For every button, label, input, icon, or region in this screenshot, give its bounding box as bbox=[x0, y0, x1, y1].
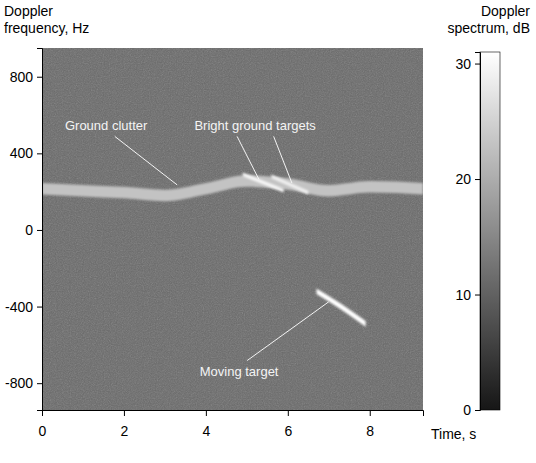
colorbar bbox=[480, 52, 500, 410]
plot-area bbox=[42, 48, 423, 410]
tick-label: 0 bbox=[39, 423, 47, 439]
tick: 4 bbox=[202, 410, 210, 439]
x-axis: 0 2 4 6 8 bbox=[39, 410, 424, 439]
tick: 8 bbox=[366, 410, 374, 439]
tick-mark bbox=[475, 64, 480, 65]
annotation-label: Moving target bbox=[200, 364, 279, 379]
spectral-band bbox=[316, 288, 365, 326]
spectral-band bbox=[42, 175, 423, 201]
tick: 0 bbox=[463, 402, 480, 418]
tick-label: 800 bbox=[10, 69, 34, 85]
tick: 6 bbox=[284, 410, 292, 439]
tick-label: 2 bbox=[121, 423, 129, 439]
tick-mark bbox=[206, 410, 207, 416]
tick: 2 bbox=[121, 410, 129, 439]
background-level bbox=[42, 48, 423, 410]
colorbar-title: Dopplerspectrum, dB bbox=[448, 3, 531, 36]
tick: 30 bbox=[455, 56, 480, 72]
tick: 0 bbox=[25, 222, 42, 238]
tick-mark bbox=[37, 153, 42, 154]
chart-container: 02468-800-4000400800Dopplerfrequency, Hz… bbox=[0, 0, 536, 463]
tick-label: 400 bbox=[10, 145, 34, 161]
y-axis-title-line: frequency, Hz bbox=[4, 20, 89, 36]
tick-mark bbox=[37, 383, 42, 384]
annotation-label: Ground clutter bbox=[65, 118, 148, 133]
tick: 400 bbox=[10, 145, 42, 161]
tick-label: 4 bbox=[202, 423, 210, 439]
tick-label: -800 bbox=[5, 375, 33, 391]
tick-label: 0 bbox=[25, 222, 33, 238]
colorbar-title-line: spectrum, dB bbox=[448, 20, 530, 36]
tick-mark bbox=[475, 410, 480, 411]
colorbar-axis-line bbox=[475, 53, 481, 411]
x-axis-line bbox=[43, 411, 424, 417]
tick-label: 8 bbox=[366, 423, 374, 439]
annotation-leader bbox=[247, 302, 329, 361]
tick: 10 bbox=[455, 286, 480, 302]
y-axis-title-line: Doppler bbox=[4, 3, 53, 19]
tick-mark bbox=[288, 410, 289, 416]
tick-mark bbox=[37, 77, 42, 78]
colorbar-axis: 0 10 20 30 bbox=[455, 53, 480, 418]
tick: -800 bbox=[5, 375, 42, 391]
y-axis-line bbox=[37, 49, 43, 411]
tick: 20 bbox=[455, 171, 480, 187]
x-axis-title: Time, s bbox=[431, 426, 476, 442]
annotation-leader bbox=[237, 136, 259, 179]
tick-mark bbox=[37, 307, 42, 308]
y-axis: -800 -400 0 400 800 bbox=[5, 49, 43, 411]
tick: 800 bbox=[10, 69, 42, 85]
tick-label: 6 bbox=[284, 423, 292, 439]
tick-label: 10 bbox=[455, 286, 471, 302]
annotation-leader bbox=[115, 136, 177, 185]
tick-mark bbox=[370, 410, 371, 416]
y-axis-title: Dopplerfrequency, Hz bbox=[4, 3, 89, 36]
annotations: Ground clutter Bright ground targets Movin… bbox=[65, 118, 329, 378]
tick-mark bbox=[37, 230, 42, 231]
annotation-label: Bright ground targets bbox=[194, 118, 316, 133]
colorbar-title-line: Doppler bbox=[481, 3, 530, 19]
annotation-leader bbox=[274, 136, 292, 183]
chart-svg: 02468-800-4000400800Dopplerfrequency, Hz… bbox=[0, 0, 536, 463]
tick-label: 30 bbox=[455, 56, 471, 72]
spectral-band bbox=[243, 172, 284, 192]
tick-mark bbox=[475, 295, 480, 296]
tick-mark bbox=[124, 410, 125, 416]
noise-texture bbox=[42, 48, 423, 410]
tick-label: 20 bbox=[455, 171, 471, 187]
tick-label: -400 bbox=[5, 299, 33, 315]
tick-mark bbox=[475, 179, 480, 180]
tick: 0 bbox=[39, 410, 47, 439]
tick: -400 bbox=[5, 299, 42, 315]
tick-label: 0 bbox=[463, 402, 471, 418]
